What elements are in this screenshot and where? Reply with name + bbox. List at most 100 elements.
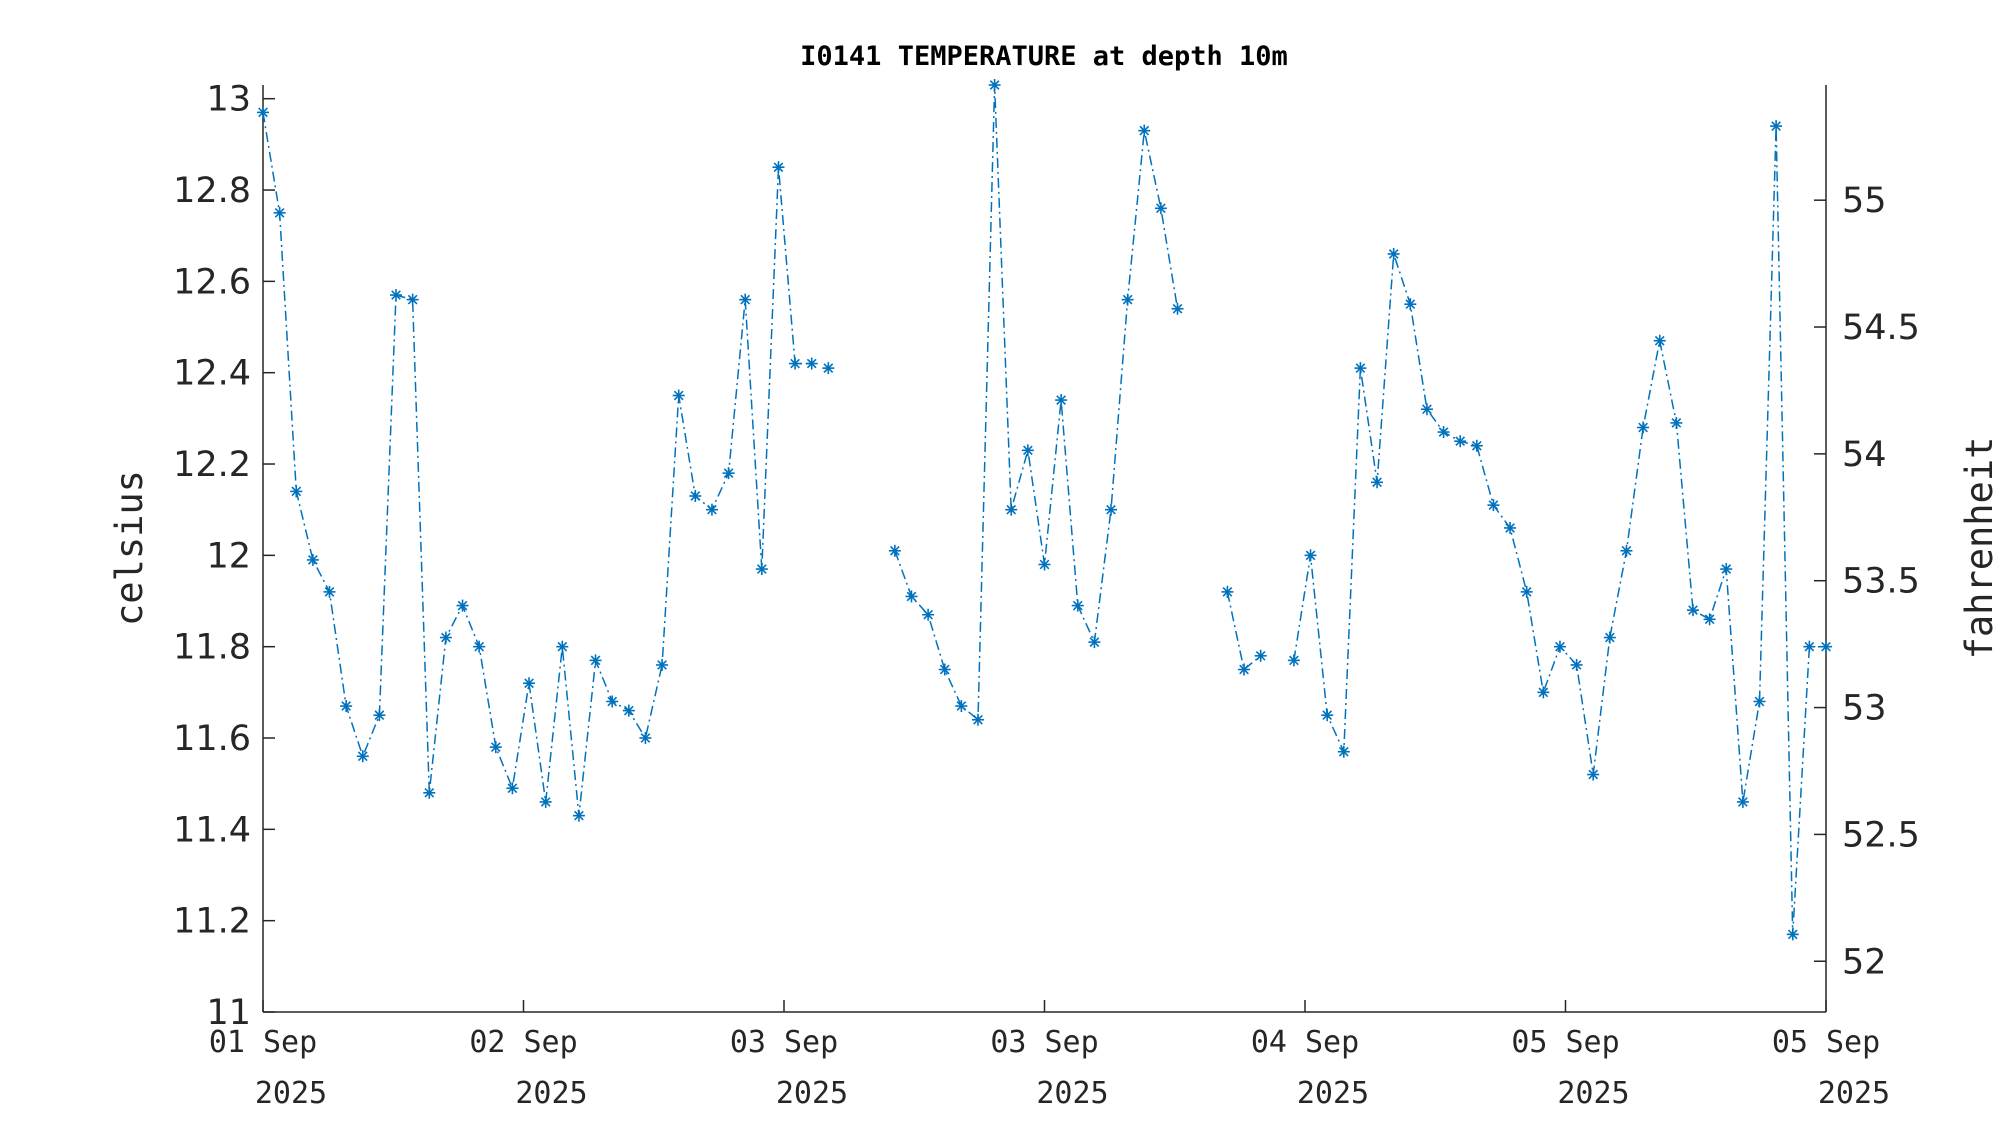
y-tick-label: 12.2 (173, 445, 251, 485)
y-tick-label-right: 53.5 (1842, 562, 1920, 602)
data-point (1470, 439, 1483, 452)
data-point (1105, 503, 1118, 516)
data-point (1088, 636, 1101, 649)
y-tick-label: 12.8 (173, 171, 251, 211)
data-point (822, 362, 835, 375)
data-point (1055, 394, 1068, 407)
data-point (356, 750, 369, 763)
series-line (1293, 126, 1826, 935)
y-tick-label: 12 (206, 536, 251, 576)
data-point (572, 809, 585, 822)
data-point (406, 293, 419, 306)
series-line (894, 84, 1179, 722)
data-point (439, 631, 452, 644)
data-point (1420, 403, 1433, 416)
data-point (556, 640, 569, 653)
x-tick-label-year: 2025 (1036, 1076, 1108, 1111)
chart-title: I0141 TEMPERATURE at depth 10m (800, 41, 1288, 72)
y-tick-label-right: 53 (1842, 689, 1887, 729)
data-point (506, 782, 519, 795)
data-point (988, 79, 1001, 91)
data-point (273, 206, 286, 219)
data-point (373, 709, 386, 722)
y-ticks-left: 11 11.2 11.4 11.6 11.8 12 12.2 12.4 12.6 12.8 13 (173, 80, 275, 1033)
data-point (622, 704, 635, 717)
series-line (262, 112, 812, 816)
data-point (1404, 298, 1417, 311)
data-point (1437, 426, 1450, 439)
data-point (789, 357, 802, 370)
data-point (1520, 585, 1533, 598)
data-point (306, 553, 319, 566)
data-point (1570, 658, 1583, 671)
data-point (755, 563, 768, 576)
data-point (1537, 686, 1550, 699)
data-point (1021, 444, 1034, 457)
data-point (323, 585, 336, 598)
data-point (1587, 768, 1600, 781)
data-point (1171, 302, 1184, 315)
x-tick-label-year: 2025 (1557, 1076, 1629, 1111)
temperature-series (257, 79, 1832, 941)
y-tick-label: 11.8 (173, 628, 251, 668)
data-point (805, 357, 818, 370)
y-tick-label: 13 (206, 80, 251, 120)
x-tick-label-year: 2025 (1818, 1076, 1890, 1111)
data-point (1454, 435, 1467, 448)
data-point (1487, 499, 1500, 512)
data-point (1221, 585, 1234, 598)
y-tick-label-right: 54 (1842, 435, 1887, 475)
data-point (1553, 640, 1566, 653)
data-point (772, 161, 785, 174)
data-point (1354, 362, 1367, 375)
data-point (1736, 795, 1749, 808)
data-point (1504, 521, 1517, 534)
series-line (1226, 591, 1262, 671)
data-point (888, 544, 901, 557)
data-point (1321, 709, 1334, 722)
data-point (1121, 293, 1134, 306)
x-tick-label-date: 04 Sep (1251, 1025, 1359, 1060)
data-point (1038, 558, 1051, 571)
data-point (722, 467, 735, 480)
data-point (1138, 124, 1151, 137)
data-point (489, 741, 502, 754)
x-tick-label-year: 2025 (1297, 1076, 1369, 1111)
data-point (1238, 663, 1251, 676)
y-axis-label: celsius (108, 470, 151, 626)
data-point (1005, 503, 1018, 516)
data-point (257, 106, 269, 119)
data-point (1337, 745, 1350, 758)
x-tick-label-year: 2025 (255, 1076, 327, 1111)
y-tick-label-right: 55 (1842, 181, 1887, 221)
data-point (1371, 476, 1384, 489)
data-point (672, 389, 685, 402)
data-point (1670, 416, 1683, 429)
y-tick-label-right: 54.5 (1842, 308, 1920, 348)
data-point (1071, 599, 1084, 612)
y-tick-label-right: 52.5 (1842, 815, 1920, 855)
data-point (1304, 549, 1317, 562)
x-tick-label-date: 03 Sep (990, 1025, 1098, 1060)
data-point (1770, 120, 1783, 133)
data-point (456, 599, 469, 612)
data-point (390, 289, 403, 302)
data-point (1637, 421, 1650, 434)
data-point (1254, 649, 1267, 662)
y-tick-label: 12.6 (173, 262, 251, 302)
data-point (1803, 640, 1816, 653)
data-point (1620, 544, 1633, 557)
data-point (1820, 640, 1832, 653)
data-point (423, 786, 436, 799)
data-point (905, 590, 918, 603)
x-tick-label-date: 03 Sep (730, 1025, 838, 1060)
data-point (938, 663, 951, 676)
data-point (1720, 563, 1733, 576)
data-point (689, 489, 702, 502)
data-point (606, 695, 619, 708)
data-point (539, 795, 552, 808)
data-point (705, 503, 718, 516)
x-tick-label-year: 2025 (515, 1076, 587, 1111)
x-tick-label-year: 2025 (776, 1076, 848, 1111)
